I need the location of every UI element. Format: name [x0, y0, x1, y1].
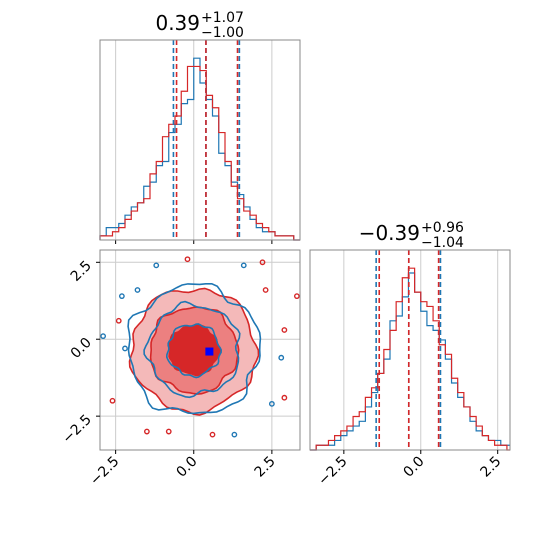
contour-xtick-label: 0.0: [174, 454, 201, 481]
contour-outlier: [231, 431, 238, 438]
hist-x-series-0: [99, 57, 300, 241]
contour-ytick-label: 2.5: [68, 258, 95, 285]
hist-y-xtick-label: 0.0: [401, 454, 428, 481]
contour-outlier: [281, 327, 288, 333]
title-y-plus: +0.96: [421, 220, 464, 236]
contour-outlier: [278, 354, 285, 361]
contour-line-red: [149, 306, 240, 395]
contour-outlier: [293, 293, 300, 300]
title-x-plus: +1.07: [201, 10, 244, 26]
hist-y-series-0: [310, 272, 510, 451]
contour-outlier: [184, 256, 191, 263]
contour-outlier: [143, 428, 150, 435]
contour-outlier: [153, 262, 160, 269]
contour-ytick-label: 0.0: [68, 335, 95, 362]
contour-outlier: [118, 293, 125, 300]
hist-x-series-1: [99, 65, 300, 241]
title-x-minus: −1.00: [201, 25, 244, 41]
contour-xtick-label: 2.5: [252, 454, 279, 481]
hist-y-series-1: [310, 267, 510, 451]
contour-outlier: [259, 259, 266, 266]
contour-outlier: [109, 397, 116, 404]
contour-outlier: [268, 400, 275, 407]
contour-fill-red: [169, 324, 221, 376]
title-y: −0.39: [359, 221, 420, 245]
contour-line-red: [128, 287, 260, 416]
panel-hist-y: −0.39 +0.96 −1.04 −2.5 0.0 2.5: [309, 220, 511, 489]
contour-outlier: [100, 333, 107, 340]
panel-hist-x: 0.39 +1.07 −1.00: [99, 10, 301, 244]
contour-outlier: [122, 345, 128, 352]
contour-outlier: [165, 428, 172, 435]
panel-contour: −2.5 0.0 2.5 2.5 0.0 −2.5: [59, 249, 301, 489]
contour-outlier: [134, 287, 141, 293]
contour-line-blue: [127, 283, 262, 415]
contour-line-blue: [143, 300, 241, 399]
contour-outlier: [281, 394, 288, 401]
title-y-minus: −1.04: [421, 235, 464, 251]
hist-y-xtick-label: −2.5: [315, 454, 350, 489]
contour-outlier: [115, 317, 122, 324]
contour-outlier: [262, 287, 269, 293]
contour-outlier: [209, 431, 216, 438]
contour-ytick-label: −2.5: [59, 412, 94, 447]
hist-y-xtick-label: 2.5: [477, 454, 504, 481]
title-x: 0.39: [155, 11, 200, 35]
contour-outlier: [240, 262, 247, 269]
panel-contour-frame: [99, 249, 301, 451]
panel-hist-x-frame: [99, 39, 301, 241]
panel-hist-y-frame: [309, 249, 511, 451]
contour-xtick-label: −2.5: [87, 454, 122, 489]
truth-marker: [205, 347, 214, 356]
contour-line-blue: [165, 323, 223, 379]
